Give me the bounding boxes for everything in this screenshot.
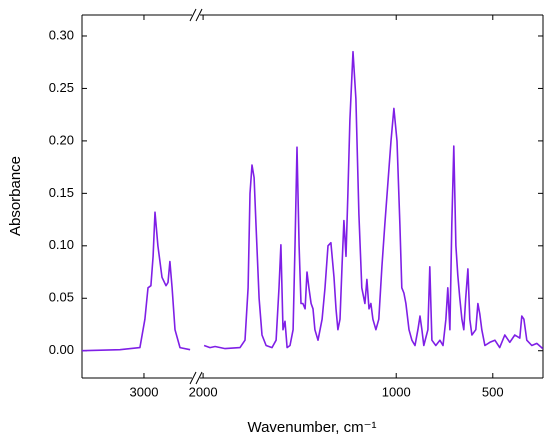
axis-break bbox=[189, 371, 197, 385]
x-tick-label: 3000 bbox=[130, 384, 159, 399]
axis-break bbox=[195, 8, 203, 22]
spectrum-line bbox=[203, 50, 544, 350]
spectrum-line bbox=[81, 211, 191, 352]
y-tick-label: 0.25 bbox=[49, 80, 74, 95]
x-tick-label: 1000 bbox=[382, 384, 411, 399]
y-tick-label: 0.15 bbox=[49, 185, 74, 200]
y-tick-label: 0.05 bbox=[49, 290, 74, 305]
axis-break bbox=[195, 371, 203, 385]
y-tick-label: 0.20 bbox=[49, 132, 74, 147]
x-axis-label: Wavenumber, cm⁻¹ bbox=[247, 419, 376, 436]
x-tick-label: 500 bbox=[482, 384, 504, 399]
axis-break bbox=[189, 8, 197, 22]
x-tick-label: 2000 bbox=[189, 384, 218, 399]
y-tick-label: 0.10 bbox=[49, 237, 74, 252]
y-axis-label: Absorbance bbox=[7, 156, 24, 236]
y-tick-label: 0.00 bbox=[49, 342, 74, 357]
y-tick-label: 0.30 bbox=[49, 27, 74, 42]
